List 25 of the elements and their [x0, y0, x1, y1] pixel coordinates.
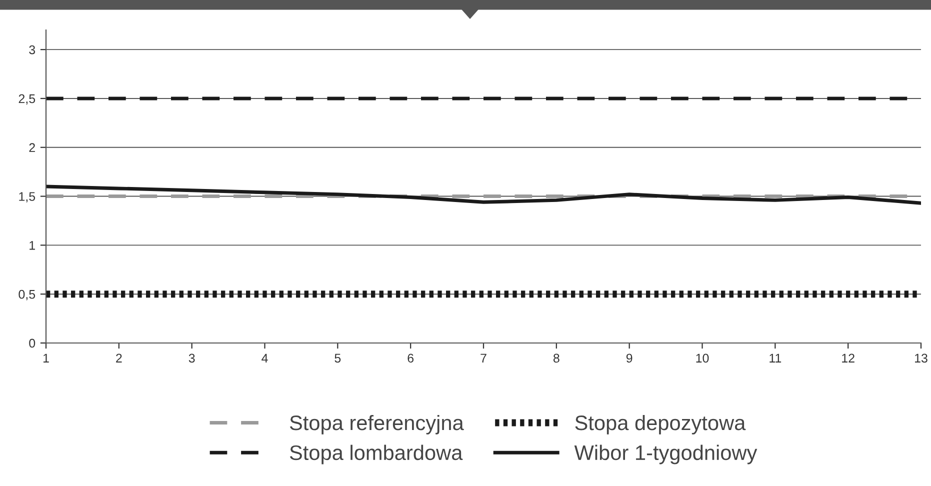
x-tick-label: 8	[553, 354, 560, 363]
legend-label: Stopa depozytowa	[575, 414, 746, 434]
x-tick-label: 7	[480, 354, 486, 362]
legend-label: Stopa lombardowa	[290, 444, 463, 464]
x-tick-label: 10	[696, 354, 709, 363]
x-tick-label: 6	[408, 354, 414, 363]
legend-label: Stopa referencyjna	[290, 414, 464, 434]
y-tick-label: 2	[29, 143, 35, 152]
y-tick-label: 3	[29, 45, 36, 54]
x-tick-label: 1	[43, 354, 49, 362]
x-tick-label: 11	[770, 354, 782, 362]
x-tick-label: 9	[626, 354, 632, 363]
line-series	[46, 184, 921, 205]
legend-label: Wibor 1-tygodniowy	[574, 444, 758, 464]
y-tick-label: 0,5	[18, 290, 36, 300]
y-tick-label: 2,5	[18, 94, 36, 105]
x-tick-label: 4	[262, 354, 268, 362]
x-tick-label: 12	[842, 354, 854, 362]
x-tick-label: 3	[188, 354, 195, 363]
y-tick-label: 1	[30, 241, 35, 250]
y-tick-label: 0	[29, 338, 36, 348]
x-tick-label: 5	[334, 354, 341, 363]
x-tick-label: 13	[915, 354, 928, 363]
y-tick-label: 1,5	[19, 192, 36, 202]
x-tick-label: 2	[116, 354, 122, 362]
